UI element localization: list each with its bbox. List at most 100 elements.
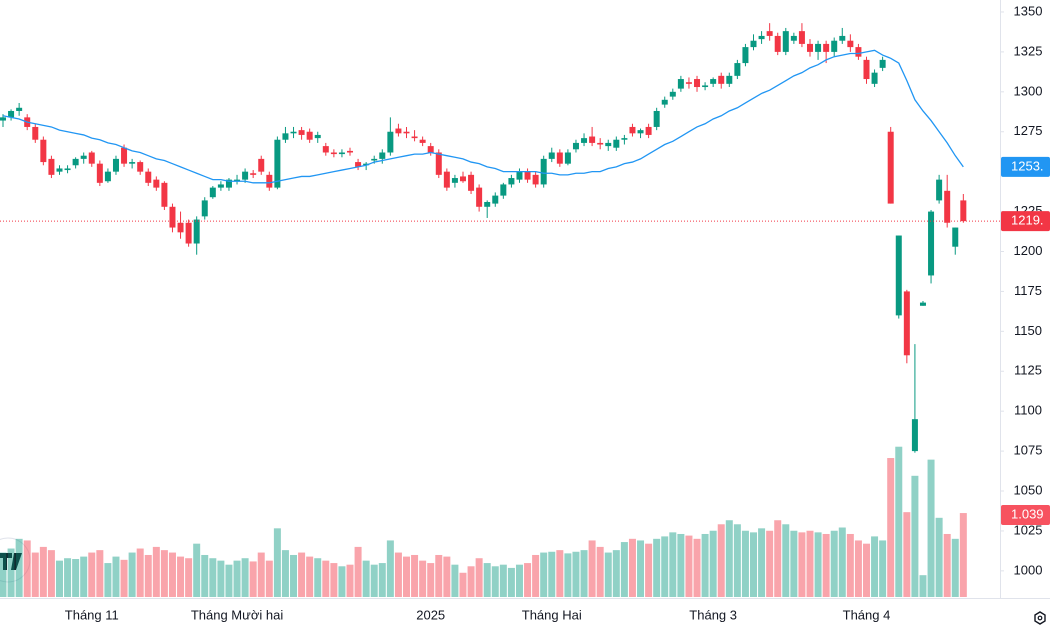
candle-body — [879, 59, 886, 68]
candle-body — [96, 163, 103, 183]
volume-bar — [112, 556, 120, 597]
candle-body — [209, 187, 216, 198]
volume-bar — [265, 560, 273, 597]
candle-body — [516, 171, 523, 180]
settings-icon[interactable] — [1034, 611, 1046, 625]
volume-bar — [233, 560, 241, 597]
candle-body — [661, 99, 668, 105]
x-tick-label: 2025 — [416, 607, 445, 622]
volume-bar — [806, 530, 814, 597]
volume-bar — [249, 561, 257, 597]
volume-bar — [354, 546, 362, 597]
volume-bar — [854, 540, 862, 597]
volume-bar — [564, 553, 572, 597]
candle-body — [0, 117, 6, 121]
volume-bar — [515, 564, 523, 597]
volume-bar — [782, 524, 790, 597]
candle-body — [363, 163, 370, 166]
settings-icon-dot[interactable] — [1037, 615, 1043, 621]
volume-bar — [475, 558, 483, 597]
candle-body — [936, 179, 943, 201]
candle-body — [104, 171, 111, 182]
volume-bar — [483, 563, 491, 597]
candle-body — [702, 85, 709, 88]
candle-body — [758, 35, 765, 40]
volume-bar — [459, 572, 467, 597]
candle-body — [185, 222, 192, 244]
candle-body — [459, 176, 466, 182]
volume-bar — [548, 551, 556, 597]
candle-body — [250, 173, 257, 175]
volume-bar — [709, 530, 717, 597]
volume-bar — [136, 548, 144, 597]
candle-body — [468, 174, 475, 191]
candle-body — [443, 171, 450, 188]
candle-body — [347, 150, 354, 153]
volume-bar — [951, 538, 959, 597]
volume-bar — [717, 524, 725, 597]
volume-bar — [830, 530, 838, 597]
y-tick-label: 1200 — [1014, 243, 1043, 258]
volume-bar — [499, 564, 507, 597]
candle-body — [129, 162, 136, 164]
volume-bar — [871, 536, 879, 597]
y-tick-label: 1300 — [1014, 83, 1043, 98]
candle-body — [710, 79, 717, 84]
candle-body — [145, 171, 152, 183]
volume-bar — [959, 513, 967, 597]
settings-button[interactable] — [1034, 611, 1046, 625]
volume-bar — [701, 533, 709, 597]
volume-bars — [0, 446, 967, 597]
x-tick-label: Tháng 4 — [843, 607, 891, 622]
last-price-label: 1219. — [1011, 213, 1044, 228]
volume-bar — [507, 567, 515, 597]
candle-body — [40, 139, 47, 163]
x-tick-label: Tháng Hai — [522, 607, 582, 622]
candle-body — [855, 47, 862, 57]
volume-bar — [120, 559, 128, 597]
volume-bar — [677, 533, 685, 597]
volume-bar — [903, 512, 911, 597]
volume-bar — [935, 517, 943, 597]
volume-bar — [152, 546, 160, 597]
volume-bar — [96, 550, 104, 597]
volume-bar — [338, 566, 346, 597]
volume-bar — [596, 546, 604, 597]
candle-body — [540, 158, 547, 185]
candle-body — [677, 79, 684, 89]
volume-bar — [241, 558, 249, 597]
volume-last-label-box — [1001, 505, 1050, 526]
logo — [0, 537, 31, 583]
candle-body — [371, 158, 378, 161]
candle-body — [242, 171, 249, 180]
volume-bar — [370, 564, 378, 597]
moving-average-line — [2, 49, 964, 184]
volume-bar — [64, 558, 72, 597]
candle-body — [589, 136, 596, 143]
volume-bar — [580, 550, 588, 597]
volume-bar — [879, 540, 887, 597]
candle-body — [355, 162, 362, 167]
volume-bar — [225, 564, 233, 597]
candle-body — [435, 152, 442, 175]
candle-body — [572, 142, 579, 150]
volume-bar — [330, 563, 338, 597]
volume-bar — [766, 530, 774, 597]
volume-bar — [394, 552, 402, 597]
x-tick-label: Tháng Mười hai — [191, 607, 283, 622]
volume-bar — [0, 552, 7, 597]
volume-bar — [88, 552, 96, 597]
candle-body — [64, 168, 71, 171]
candle-body — [298, 130, 305, 135]
candle-body — [564, 152, 571, 164]
volume-bar — [588, 540, 596, 597]
y-tick-label: 1025 — [1014, 522, 1043, 537]
candle-body — [32, 126, 39, 140]
candle-body — [782, 31, 789, 52]
candle-body — [629, 126, 636, 134]
candle-body — [548, 152, 555, 159]
last-price-label-box — [1001, 211, 1050, 232]
volume-bar — [451, 564, 459, 597]
candle-body — [427, 146, 434, 153]
